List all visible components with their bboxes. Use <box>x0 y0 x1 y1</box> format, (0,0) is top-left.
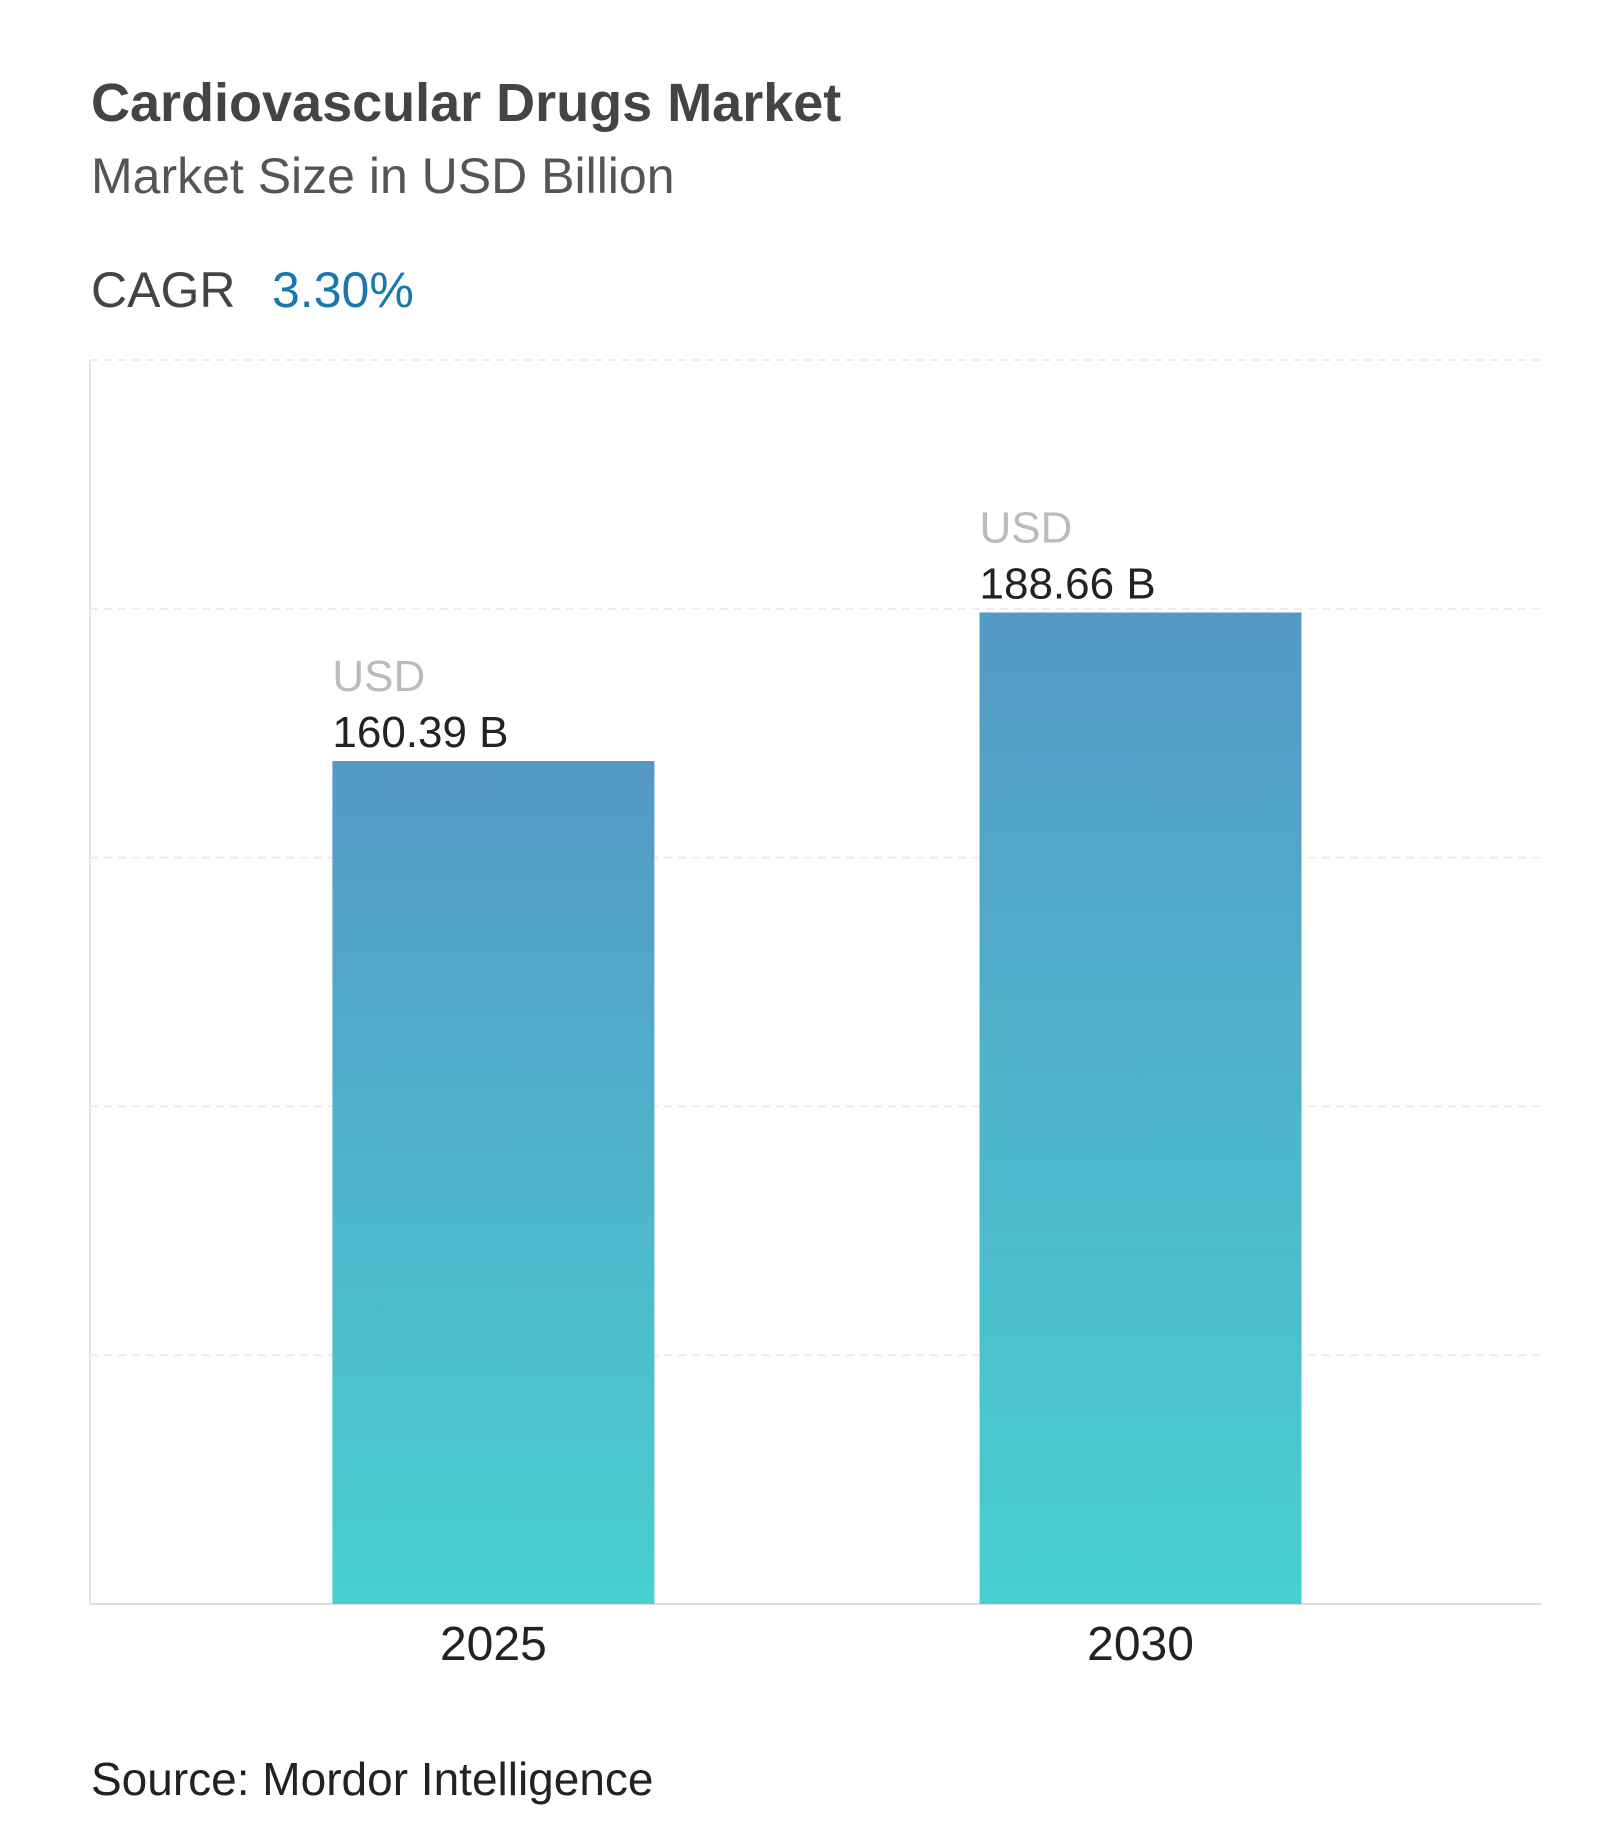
bar <box>332 761 655 1604</box>
value-label: 188.66 B <box>980 559 1156 608</box>
value-label-prefix: USD <box>980 503 1073 552</box>
value-label-prefix: USD <box>332 652 425 701</box>
cagr-label: CAGR <box>91 262 235 318</box>
value-label: 160.39 B <box>332 708 508 757</box>
x-tick-label: 2030 <box>1087 1618 1194 1671</box>
cagr-value: 3.30% <box>272 262 414 318</box>
chart-title: Cardiovascular Drugs Market <box>91 73 841 133</box>
x-tick-label: 2025 <box>440 1618 547 1671</box>
chart-subtitle: Market Size in USD Billion <box>91 148 675 204</box>
bar <box>979 612 1302 1604</box>
source: Source: Mordor Intelligence <box>91 1753 654 1805</box>
